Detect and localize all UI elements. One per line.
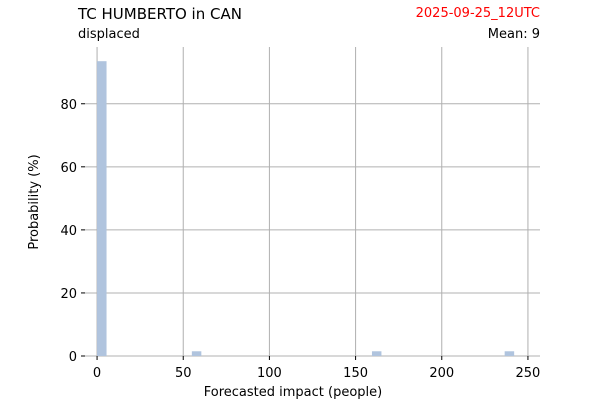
forecast-date: 2025-09-25_12UTC — [415, 6, 540, 21]
chart-subtitle: displaced — [78, 27, 140, 42]
x-tick-label: 200 — [429, 366, 454, 381]
x-axis-ticks: 0 50 100 150 200 250 — [93, 356, 540, 381]
histogram-bar — [504, 351, 515, 356]
y-tick-label: 0 — [69, 350, 77, 365]
y-axis-ticks: 0 20 40 60 80 — [60, 98, 85, 365]
mean-label: Mean: 9 — [487, 27, 540, 42]
y-tick-label: 60 — [60, 161, 77, 176]
bars — [97, 61, 515, 356]
x-tick-label: 150 — [343, 366, 368, 381]
histogram-bar — [191, 351, 202, 356]
x-tick-label: 250 — [516, 366, 541, 381]
y-tick-label: 80 — [60, 98, 77, 113]
x-tick-label: 100 — [257, 366, 282, 381]
x-axis-label: Forecasted impact (people) — [204, 385, 382, 400]
histogram-bar — [371, 351, 382, 356]
y-tick-label: 40 — [60, 224, 77, 239]
grid-lines — [85, 47, 540, 357]
histogram-bar — [97, 61, 107, 356]
x-tick-label: 0 — [93, 366, 101, 381]
chart-title: TC HUMBERTO in CAN — [78, 5, 242, 23]
y-tick-label: 20 — [60, 287, 77, 302]
y-axis-label: Probability (%) — [27, 154, 42, 249]
x-tick-label: 50 — [175, 366, 192, 381]
